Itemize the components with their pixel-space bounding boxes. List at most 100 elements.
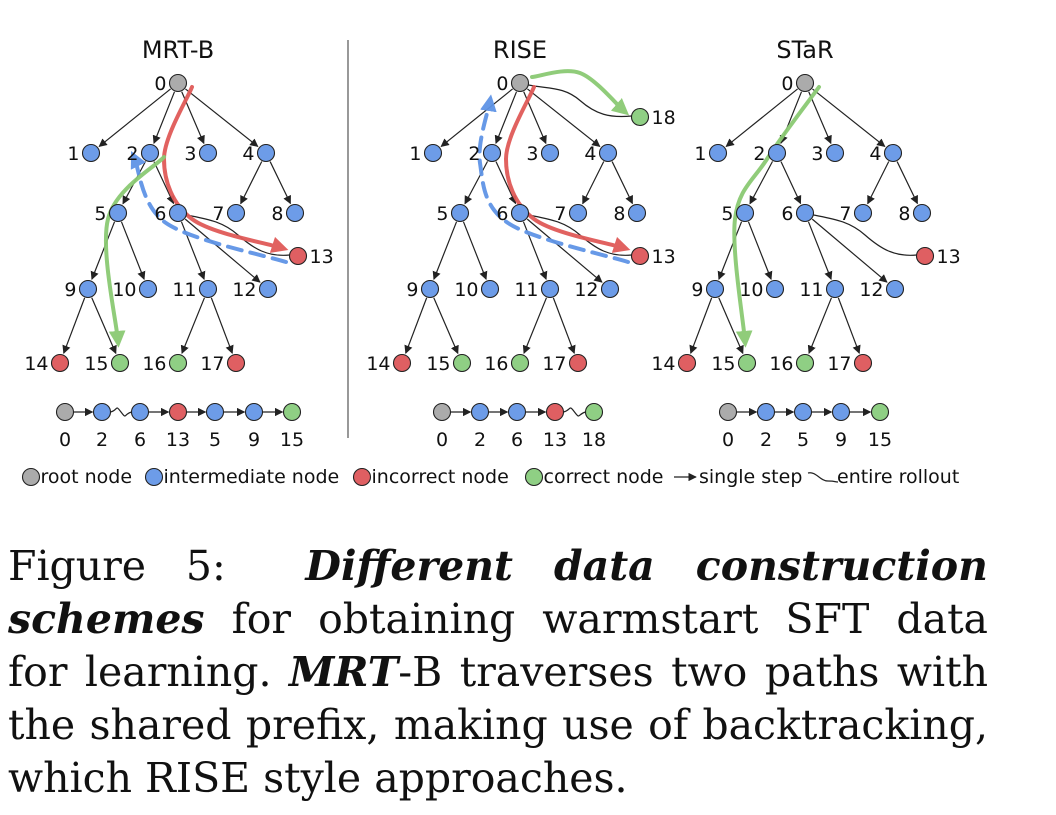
node-label-12: 12 [574, 279, 598, 301]
intermediate-node-3 [198, 143, 218, 163]
legend-item-intermediate: intermediate node [144, 466, 339, 488]
sequence-node-intermediate [244, 402, 264, 422]
legend-label-incorrect: incorrect node [372, 466, 509, 488]
sequence-rollout-link [563, 407, 586, 417]
rollout-curve-0-18 [528, 84, 632, 118]
panel-title: STaR [776, 36, 833, 64]
node-label-4: 4 [584, 143, 596, 165]
intermediate-node-4 [883, 143, 903, 163]
intermediate-node-5 [450, 203, 470, 223]
legend-swatch-incorrect [352, 467, 372, 487]
tree-edge-0-4 [812, 88, 886, 147]
correct-node-16 [168, 353, 188, 373]
red-trajectory-path [503, 85, 631, 253]
tree-edge-4-7 [867, 161, 890, 205]
intermediate-node-3 [540, 143, 560, 163]
sequence-label: 6 [134, 429, 146, 451]
node-label-0: 0 [154, 73, 166, 95]
incorrect-node-17 [853, 353, 873, 373]
sequence-label: 0 [59, 429, 71, 451]
tree-edge-0-1 [98, 88, 171, 147]
node-label-8: 8 [271, 203, 283, 225]
intermediate-node-10 [138, 279, 158, 299]
intermediate-node-1 [81, 143, 101, 163]
intermediate-node-8 [285, 203, 305, 223]
incorrect-node-14 [50, 353, 70, 373]
node-label-14: 14 [651, 353, 675, 375]
intermediate-node-8 [912, 203, 932, 223]
legend-rollout-curve [807, 472, 839, 483]
intermediate-node-4 [256, 143, 276, 163]
node-label-16: 16 [769, 353, 793, 375]
panel-title: RISE [493, 36, 547, 64]
correct-node-15 [110, 353, 130, 373]
tree-edge-4-8 [269, 161, 291, 205]
sequence-label: 18 [582, 429, 606, 451]
node-label-8: 8 [898, 203, 910, 225]
node-label-16: 16 [484, 353, 508, 375]
node-label-15: 15 [426, 353, 450, 375]
root-node-0 [510, 73, 530, 93]
root-node-0 [795, 73, 815, 93]
tree-edge-2-6 [153, 161, 175, 205]
intermediate-node-5 [108, 203, 128, 223]
tree-edge-4-8 [896, 161, 918, 205]
caption-title: Different data construction schemes [8, 542, 988, 643]
node-label-6: 6 [154, 203, 166, 225]
sequence-node-correct [584, 402, 604, 422]
sequence-label: 2 [96, 429, 108, 451]
sequence-label: 6 [511, 429, 523, 451]
tree-edge-11-17 [210, 297, 234, 354]
sequence-node-incorrect [168, 402, 188, 422]
tree-edge-9-15 [433, 297, 459, 355]
tree-edge-5-9 [90, 221, 116, 281]
sequence-label: 2 [760, 429, 772, 451]
node-label-17: 17 [200, 353, 224, 375]
rollout-curve-6-13 [813, 214, 917, 256]
intermediate-node-2 [767, 143, 787, 163]
tree-edge-9-14 [689, 297, 713, 354]
sequence-node-intermediate [793, 402, 813, 422]
node-label-15: 15 [84, 353, 108, 375]
tree-edge-4-7 [582, 161, 605, 205]
correct-node-16 [510, 353, 530, 373]
legend-label-correct: correct node [544, 466, 664, 488]
node-label-3: 3 [184, 143, 196, 165]
node-label-9: 9 [691, 279, 703, 301]
intermediate-node-1 [708, 143, 728, 163]
legend-label-step: single step [699, 466, 802, 488]
tree-edge-5-9 [432, 221, 458, 281]
green-trajectory-path [732, 85, 821, 348]
node-label-16: 16 [142, 353, 166, 375]
node-label-6: 6 [781, 203, 793, 225]
node-label-9: 9 [64, 279, 76, 301]
intermediate-node-6 [168, 203, 188, 223]
node-label-14: 14 [366, 353, 390, 375]
node-label-0: 0 [496, 73, 508, 95]
tree-edge-2-6 [495, 161, 517, 205]
node-label-11: 11 [514, 279, 538, 301]
sequence-label: 2 [474, 429, 486, 451]
node-label-1: 1 [409, 143, 421, 165]
intermediate-node-6 [510, 203, 530, 223]
node-label-13: 13 [652, 246, 676, 268]
legend-item-rollout: entire rollout [807, 466, 959, 488]
caption-prefix: Figure 5: [8, 542, 226, 590]
tree-edge-0-4 [185, 88, 259, 147]
sequence-node-correct [282, 402, 302, 422]
incorrect-node-17 [568, 353, 588, 373]
node-label-5: 5 [94, 203, 106, 225]
legend: root node intermediate node incorrect node… [21, 466, 959, 488]
intermediate-node-10 [480, 279, 500, 299]
intermediate-node-6 [795, 203, 815, 223]
tree-edge-0-2 [152, 91, 176, 145]
tree-edge-0-1 [725, 88, 798, 147]
legend-label-root: root node [41, 466, 133, 488]
figure-caption: Figure 5: Different data construction sc… [8, 540, 988, 805]
blue-trajectory-path [130, 150, 288, 264]
node-label-9: 9 [406, 279, 418, 301]
sequence-node-intermediate [507, 402, 527, 422]
intermediate-node-1 [423, 143, 443, 163]
